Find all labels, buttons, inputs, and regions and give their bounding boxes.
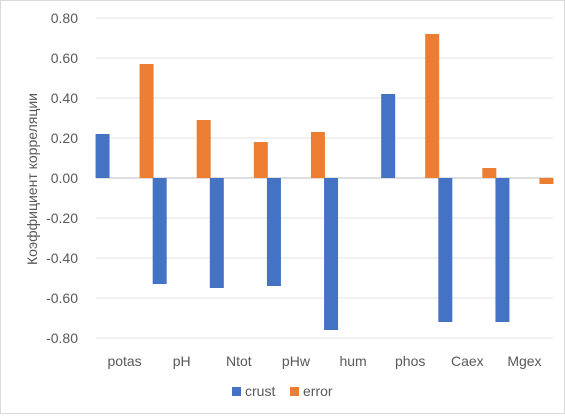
legend-swatch-crust bbox=[232, 387, 241, 396]
bar-crust-Mgex bbox=[495, 178, 510, 322]
legend-swatch-error bbox=[290, 387, 299, 396]
y-tick-label: -0.20 bbox=[46, 210, 78, 226]
y-tick-label: 0.60 bbox=[51, 50, 78, 66]
y-tick-label: 0.40 bbox=[51, 90, 78, 106]
y-tick-label: -0.40 bbox=[46, 250, 78, 266]
bar-crust-Caex bbox=[438, 178, 453, 322]
category-label: pH bbox=[173, 353, 191, 369]
bar-crust-hum bbox=[324, 178, 339, 330]
y-tick-label: -0.60 bbox=[46, 290, 78, 306]
bar-error-phos bbox=[425, 34, 440, 178]
category-label: Mgex bbox=[507, 353, 541, 369]
bar-crust-Ntot bbox=[209, 178, 224, 288]
legend-label-error: error bbox=[303, 383, 333, 399]
bar-crust-pH bbox=[152, 178, 167, 284]
bar-error-potas bbox=[139, 64, 154, 178]
category-labels: potas pH Ntot pHw hum phos Caex Mgex bbox=[107, 353, 541, 369]
bar-error-Caex bbox=[482, 168, 497, 178]
bar-error-Ntot bbox=[253, 142, 268, 178]
category-label: Caex bbox=[451, 353, 484, 369]
category-label: Ntot bbox=[226, 353, 252, 369]
category-label: potas bbox=[107, 353, 141, 369]
category-label: phos bbox=[395, 353, 425, 369]
y-tick-labels: 0.80 0.60 0.40 0.20 0.00 -0.20 -0.40 -0.60 -0.80 bbox=[46, 10, 78, 346]
y-tick-label: -0.80 bbox=[46, 330, 78, 346]
y-tick-label: 0.20 bbox=[51, 130, 78, 146]
bar-crust-potas bbox=[95, 134, 110, 178]
category-label: hum bbox=[339, 353, 366, 369]
y-tick-label: 0.00 bbox=[51, 170, 78, 186]
bar-error-pH bbox=[196, 120, 211, 178]
bar-crust-pHw bbox=[266, 178, 281, 286]
bar-error-pHw bbox=[310, 132, 325, 178]
y-tick-label: 0.80 bbox=[51, 10, 78, 26]
bar-error-Mgex bbox=[539, 178, 554, 184]
bars bbox=[95, 34, 554, 330]
bar-crust-phos bbox=[381, 94, 396, 178]
category-label: pHw bbox=[282, 353, 311, 369]
legend: crust error bbox=[232, 383, 333, 399]
y-axis-label: Коэффициент корреляции bbox=[24, 93, 40, 265]
legend-label-crust: crust bbox=[245, 383, 275, 399]
